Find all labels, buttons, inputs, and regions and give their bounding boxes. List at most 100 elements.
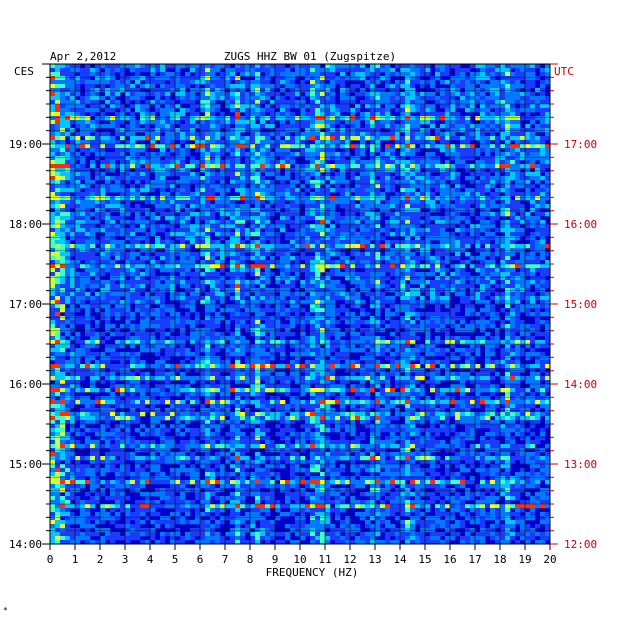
spectrogram-cell: [115, 276, 121, 281]
spectrogram-cell: [450, 276, 456, 281]
spectrogram-cell: [110, 184, 116, 189]
spectrogram-cell: [180, 296, 186, 301]
spectrogram-cell: [530, 116, 536, 121]
spectrogram-cell: [520, 64, 526, 69]
spectrogram-cell: [435, 176, 441, 181]
spectrogram-cell: [400, 196, 406, 201]
spectrogram-cell: [420, 276, 426, 281]
spectrogram-cell: [125, 80, 131, 85]
spectrogram-cell: [395, 80, 401, 85]
spectrogram-cell: [190, 208, 196, 213]
spectrogram-cell: [295, 300, 301, 305]
spectrogram-cell: [495, 88, 501, 93]
spectrogram-cell: [225, 120, 231, 125]
spectrogram-cell: [260, 132, 266, 137]
spectrogram-cell: [265, 140, 271, 145]
spectrogram-cell: [410, 152, 416, 157]
spectrogram-cell: [320, 96, 326, 101]
spectrogram-cell: [310, 72, 316, 77]
spectrogram-cell: [475, 172, 481, 177]
spectrogram-cell: [305, 180, 311, 185]
spectrogram-cell: [295, 240, 301, 245]
spectrogram-cell: [250, 176, 256, 181]
spectrogram-cell: [525, 292, 531, 297]
spectrogram-cell: [50, 220, 56, 225]
spectrogram-cell: [85, 196, 91, 201]
spectrogram-cell: [150, 272, 156, 277]
spectrogram-cell: [495, 80, 501, 85]
spectrogram-cell: [75, 208, 81, 213]
spectrogram-cell: [255, 144, 261, 149]
spectrogram-cell: [450, 128, 456, 133]
spectrogram-cell: [460, 240, 466, 245]
spectrogram-cell: [115, 100, 121, 105]
spectrogram-cell: [230, 224, 236, 229]
spectrogram-cell: [225, 140, 231, 145]
spectrogram-cell: [405, 284, 411, 289]
spectrogram-cell: [140, 96, 146, 101]
spectrogram-cell: [300, 108, 306, 113]
spectrogram-cell: [250, 80, 256, 85]
spectrogram-cell: [520, 268, 526, 273]
spectrogram-cell: [330, 136, 336, 141]
spectrogram-cell: [265, 156, 271, 161]
spectrogram-cell: [425, 300, 431, 305]
spectrogram-cell: [250, 96, 256, 101]
spectrogram-cell: [455, 256, 461, 261]
spectrogram-cell: [245, 160, 251, 165]
spectrogram-cell: [435, 168, 441, 173]
spectrogram-cell: [275, 300, 281, 305]
spectrogram-cell: [195, 244, 201, 249]
spectrogram-cell: [360, 264, 366, 269]
spectrogram-cell: [395, 208, 401, 213]
spectrogram-cell: [310, 260, 316, 265]
spectrogram-cell: [205, 76, 211, 81]
spectrogram-cell: [170, 240, 176, 245]
spectrogram-cell: [385, 68, 391, 73]
spectrogram-cell: [420, 196, 426, 201]
spectrogram-cell: [455, 76, 461, 81]
spectrogram-cell: [135, 148, 141, 153]
spectrogram-cell: [60, 132, 66, 137]
spectrogram-cell: [225, 240, 231, 245]
spectrogram-cell: [325, 228, 331, 233]
spectrogram-cell: [340, 72, 346, 77]
spectrogram-cell: [185, 172, 191, 177]
spectrogram-cell: [175, 216, 181, 221]
spectrogram-cell: [360, 228, 366, 233]
spectrogram-cell: [355, 64, 361, 69]
spectrogram-cell: [390, 144, 396, 149]
spectrogram-cell: [490, 132, 496, 137]
spectrogram-cell: [320, 108, 326, 113]
spectrogram-cell: [255, 288, 261, 293]
spectrogram-cell: [325, 272, 331, 277]
spectrogram-cell: [140, 220, 146, 225]
spectrogram-cell: [460, 208, 466, 213]
spectrogram-cell: [210, 136, 216, 141]
spectrogram-cell: [480, 204, 486, 209]
spectrogram-cell: [540, 184, 546, 189]
spectrogram-cell: [135, 276, 141, 281]
spectrogram-cell: [80, 232, 86, 237]
spectrogram-cell: [130, 236, 136, 241]
spectrogram-cell: [55, 128, 61, 133]
spectrogram-cell: [255, 68, 261, 73]
spectrogram-cell: [525, 96, 531, 101]
spectrogram-cell: [180, 184, 186, 189]
spectrogram-cell: [75, 256, 81, 261]
spectrogram-cell: [495, 264, 501, 269]
spectrogram-cell: [400, 296, 406, 301]
spectrogram-cell: [410, 176, 416, 181]
spectrogram-cell: [50, 176, 56, 181]
spectrogram-cell: [455, 280, 461, 285]
spectrogram-cell: [80, 276, 86, 281]
spectrogram-cell: [220, 72, 226, 77]
spectrogram-cell: [145, 188, 151, 193]
spectrogram-cell: [360, 192, 366, 197]
spectrogram-cell: [105, 216, 111, 221]
spectrogram-cell: [90, 112, 96, 117]
spectrogram-cell: [520, 196, 526, 201]
spectrogram-cell: [410, 256, 416, 261]
spectrogram-cell: [415, 232, 421, 237]
spectrogram-cell: [115, 144, 121, 149]
